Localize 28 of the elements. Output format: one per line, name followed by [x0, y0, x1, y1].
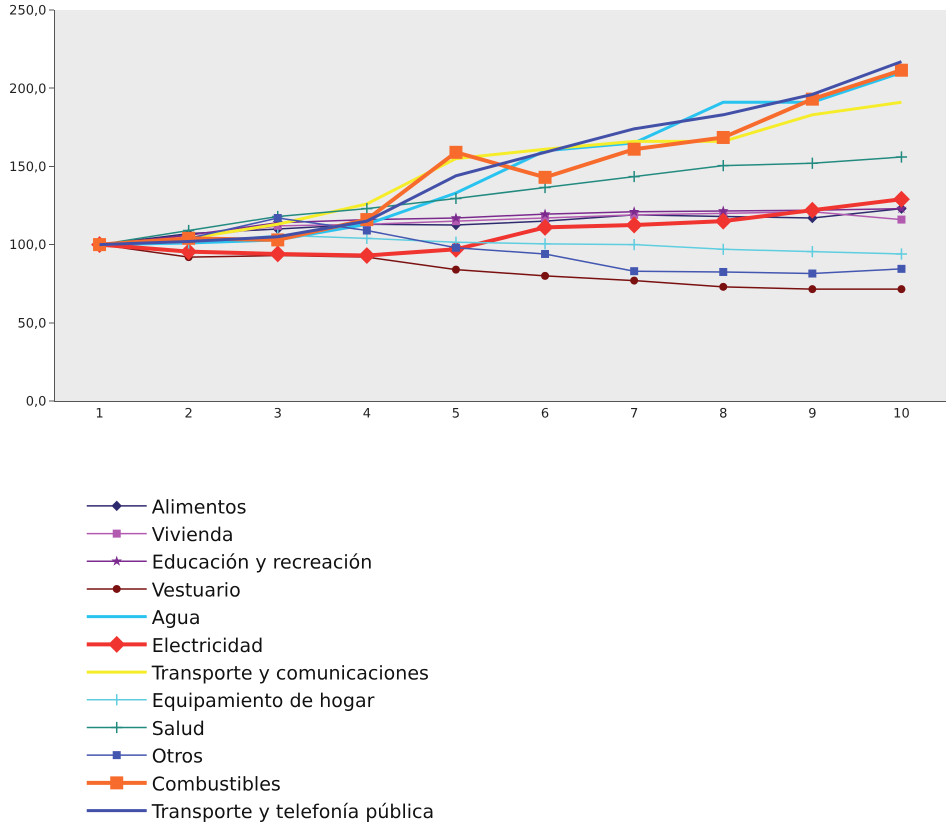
legend-label: Otros: [152, 746, 204, 768]
x-tick-label: 2: [184, 406, 193, 422]
legend-label: Salud: [152, 718, 205, 740]
x-tick-label: 4: [362, 406, 371, 422]
legend-label: Vivienda: [152, 524, 234, 546]
x-tick-label: 5: [452, 406, 460, 422]
legend-label: Educación y recreación: [152, 552, 372, 574]
legend-label: Vestuario: [152, 579, 241, 602]
y-tick-label: 0,0: [26, 394, 46, 410]
x-tick-label: 7: [630, 406, 638, 422]
legend-label: Equipamiento de hogar: [152, 690, 375, 712]
x-tick-label: 8: [719, 406, 728, 422]
y-tick-label: 100,0: [9, 238, 46, 254]
y-tick-label: 50,0: [17, 316, 46, 332]
legend-label: Transporte y comunicaciones: [150, 662, 429, 684]
x-tick-label: 1: [95, 406, 104, 422]
legend-label: Electricidad: [152, 634, 264, 657]
legend-label: Combustibles: [152, 773, 281, 796]
x-tick-label: 6: [540, 406, 550, 422]
legend-label: Transporte y telefonía pública: [150, 800, 434, 823]
legend-label: Alimentos: [152, 496, 247, 518]
x-tick-label: 10: [893, 406, 910, 422]
x-tick-label: 3: [274, 406, 282, 422]
y-tick-label: 150,0: [9, 160, 46, 175]
y-tick-label: 200,0: [9, 82, 46, 97]
y-tick-label: 250,0: [9, 4, 46, 19]
legend-label: Agua: [152, 607, 200, 630]
x-tick-label: 9: [808, 406, 816, 422]
